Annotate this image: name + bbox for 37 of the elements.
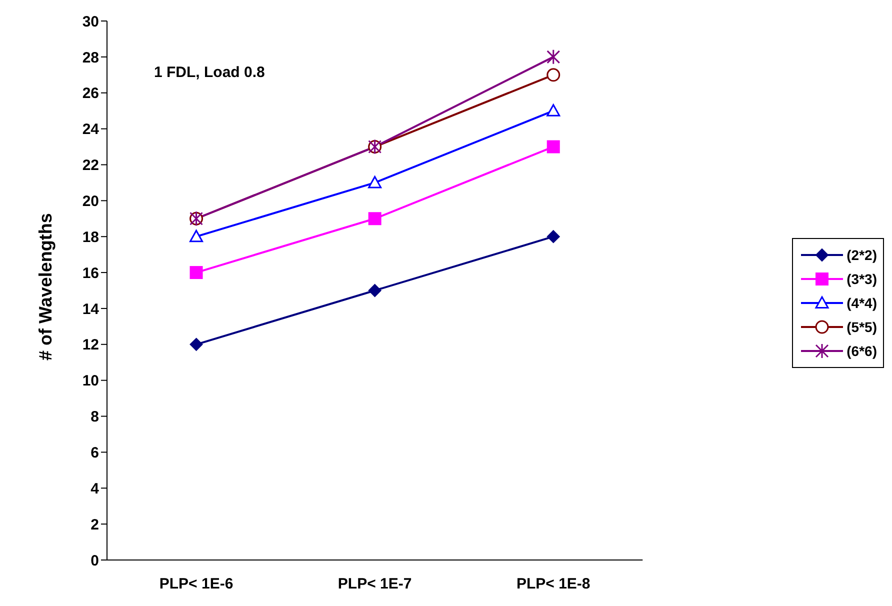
point bbox=[368, 284, 382, 297]
point bbox=[190, 266, 203, 280]
legend-label: (5*5) bbox=[846, 319, 877, 335]
point bbox=[368, 176, 382, 188]
y-tick-label: 14 bbox=[82, 300, 100, 318]
x-tick-label: PLP< 1E-7 bbox=[338, 576, 412, 593]
annotation: 1 FDL, Load 0.8 bbox=[154, 64, 265, 81]
y-tick-label: 6 bbox=[90, 444, 99, 462]
point bbox=[190, 338, 203, 351]
y-axis-title: # of Wavelengths bbox=[35, 213, 56, 360]
legend-label: (2*2) bbox=[846, 247, 877, 263]
point bbox=[546, 140, 560, 154]
x-tick-label: PLP< 1E-6 bbox=[159, 576, 234, 593]
y-tick-label: 10 bbox=[82, 372, 99, 390]
y-tick-label: 8 bbox=[90, 408, 99, 426]
y-tick-label: 26 bbox=[82, 85, 99, 102]
point bbox=[546, 68, 560, 82]
y-tick-label: 22 bbox=[82, 157, 99, 174]
legend-label: (6*6) bbox=[846, 343, 877, 359]
y-tick-label: 0 bbox=[90, 552, 99, 570]
legend-label: (4*4) bbox=[846, 295, 877, 311]
y-tick-label: 24 bbox=[82, 121, 100, 138]
point bbox=[368, 212, 382, 226]
legend-label: (3*3) bbox=[846, 271, 877, 287]
y-tick-label: 28 bbox=[82, 49, 99, 66]
point bbox=[546, 104, 560, 116]
point bbox=[546, 49, 560, 65]
y-tick-label: 16 bbox=[82, 264, 99, 282]
point bbox=[546, 230, 560, 244]
y-tick-label: 20 bbox=[82, 192, 99, 210]
y-tick-label: 4 bbox=[90, 480, 100, 498]
y-tick-label: 18 bbox=[82, 228, 99, 246]
point bbox=[190, 230, 204, 242]
y-tick-label: 12 bbox=[82, 336, 99, 354]
y-tick-label: 2 bbox=[90, 516, 99, 534]
x-tick-label: PLP< 1E-8 bbox=[516, 576, 590, 593]
y-tick-label: 30 bbox=[82, 13, 99, 30]
